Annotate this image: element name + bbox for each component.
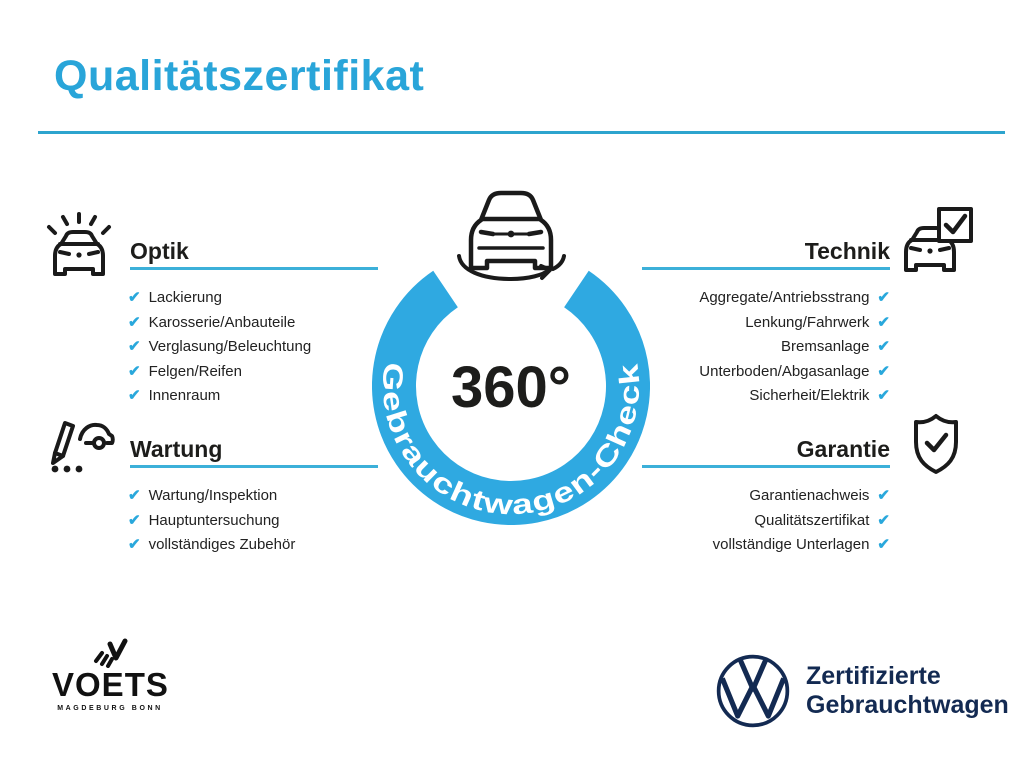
check-icon — [877, 387, 890, 404]
checklist-item: Aggregate/Antriebsstrang — [640, 286, 890, 311]
checklist-item-label: Sicherheit/Elektrik — [749, 387, 870, 404]
shield-check-icon — [908, 412, 964, 476]
checklist-item: Bremsanlage — [640, 335, 890, 360]
checklist-item: Qualitätszertifikat — [640, 509, 890, 534]
check-icon — [877, 512, 890, 529]
section-title-wartung: Wartung — [130, 436, 223, 462]
section-underline-wartung — [130, 465, 378, 468]
check-icon — [128, 487, 141, 504]
check-icon — [128, 289, 141, 306]
checklist-item: vollständige Unterlagen — [640, 533, 890, 558]
checklist-item-label: Wartung/Inspektion — [148, 487, 278, 504]
360-check-badge: Gebrauchtwagen-Check 360° — [372, 247, 650, 530]
checklist-item-label: Garantienachweis — [749, 487, 870, 504]
checklist-item-label: vollständige Unterlagen — [712, 536, 870, 553]
checklist-item: Lenkung/Fahrwerk — [640, 311, 890, 336]
check-icon — [128, 536, 141, 553]
section-title-garantie: Garantie — [796, 436, 890, 462]
checklist-item: Unterboden/Abgasanlage — [640, 360, 890, 385]
technik-checklist: Aggregate/Antriebsstrang Lenkung/Fahrwer… — [640, 286, 890, 409]
checklist-item: Verglasung/Beleuchtung — [128, 335, 311, 360]
checklist-item: Lackierung — [128, 286, 311, 311]
checklist-item: Hauptuntersuchung — [128, 509, 295, 534]
check-icon — [877, 363, 890, 380]
wartung-checklist: Wartung/Inspektion Hauptuntersuchung vol… — [128, 484, 295, 558]
garantie-checklist: Garantienachweis Qualitätszertifikat vol… — [640, 484, 890, 558]
dealer-tagline: MAGDEBURG BONN — [57, 704, 163, 712]
checklist-item-label: Bremsanlage — [781, 338, 870, 355]
check-icon — [128, 512, 141, 529]
vw-certified-line2: Gebrauchtwagen — [806, 691, 1009, 719]
section-underline-garantie — [642, 465, 890, 468]
voets-mark-icon — [94, 638, 128, 668]
car-checkbox-icon — [898, 206, 974, 276]
check-icon — [877, 314, 890, 331]
section-underline-technik — [642, 267, 890, 270]
section-title-technik: Technik — [804, 238, 890, 264]
optik-checklist: Lackierung Karosserie/Anbauteile Verglas… — [128, 286, 311, 409]
checklist-item-label: Lackierung — [148, 289, 222, 306]
checklist-item-label: Felgen/Reifen — [148, 362, 242, 380]
checklist-item: Wartung/Inspektion — [128, 484, 295, 509]
checklist-item-label: vollständiges Zubehör — [148, 536, 296, 553]
checklist-item-label: Lenkung/Fahrwerk — [745, 313, 870, 331]
checklist-item: Sicherheit/Elektrik — [640, 384, 890, 409]
degree-label: 360° — [451, 355, 571, 420]
section-underline-optik — [130, 267, 378, 270]
checklist-item-label: Qualitätszertifikat — [754, 511, 870, 529]
dealer-name: VOETS — [52, 666, 169, 703]
check-icon — [128, 314, 141, 331]
vw-certified-label: Zertifizierte Gebrauchtwagen — [806, 662, 1009, 720]
checklist-item: Karosserie/Anbauteile — [128, 311, 311, 336]
checklist-item: Garantienachweis — [640, 484, 890, 509]
vw-certified-block: Zertifizierte Gebrauchtwagen — [714, 652, 1009, 730]
vw-logo — [716, 654, 790, 728]
pen-car-checklist-icon — [42, 408, 116, 478]
checklist-item: Innenraum — [128, 384, 311, 409]
vw-certified-line1: Zertifizierte — [806, 662, 941, 691]
checklist-item-label: Hauptuntersuchung — [148, 511, 280, 529]
checklist-item: vollständiges Zubehör — [128, 533, 295, 558]
checklist-item: Felgen/Reifen — [128, 360, 311, 385]
checklist-item-label: Karosserie/Anbauteile — [148, 313, 296, 331]
title-divider — [38, 131, 1005, 134]
check-icon — [877, 536, 890, 553]
section-title-optik: Optik — [130, 238, 189, 264]
check-icon — [877, 487, 890, 504]
check-icon — [128, 387, 141, 404]
check-icon — [877, 338, 890, 355]
checklist-item-label: Unterboden/Abgasanlage — [699, 362, 870, 380]
sparkling-car-icon — [42, 208, 116, 278]
check-icon — [877, 289, 890, 306]
checklist-item-label: Aggregate/Antriebsstrang — [699, 289, 870, 306]
checklist-item-label: Verglasung/Beleuchtung — [148, 338, 312, 355]
page-title: Qualitätszertifikat — [54, 52, 425, 100]
check-icon — [128, 363, 141, 380]
car-rotation-icon — [452, 186, 570, 297]
check-icon — [128, 338, 141, 355]
voets-logo: VOETS MAGDEBURG BONN — [52, 638, 168, 712]
checklist-item-label: Innenraum — [148, 387, 221, 404]
